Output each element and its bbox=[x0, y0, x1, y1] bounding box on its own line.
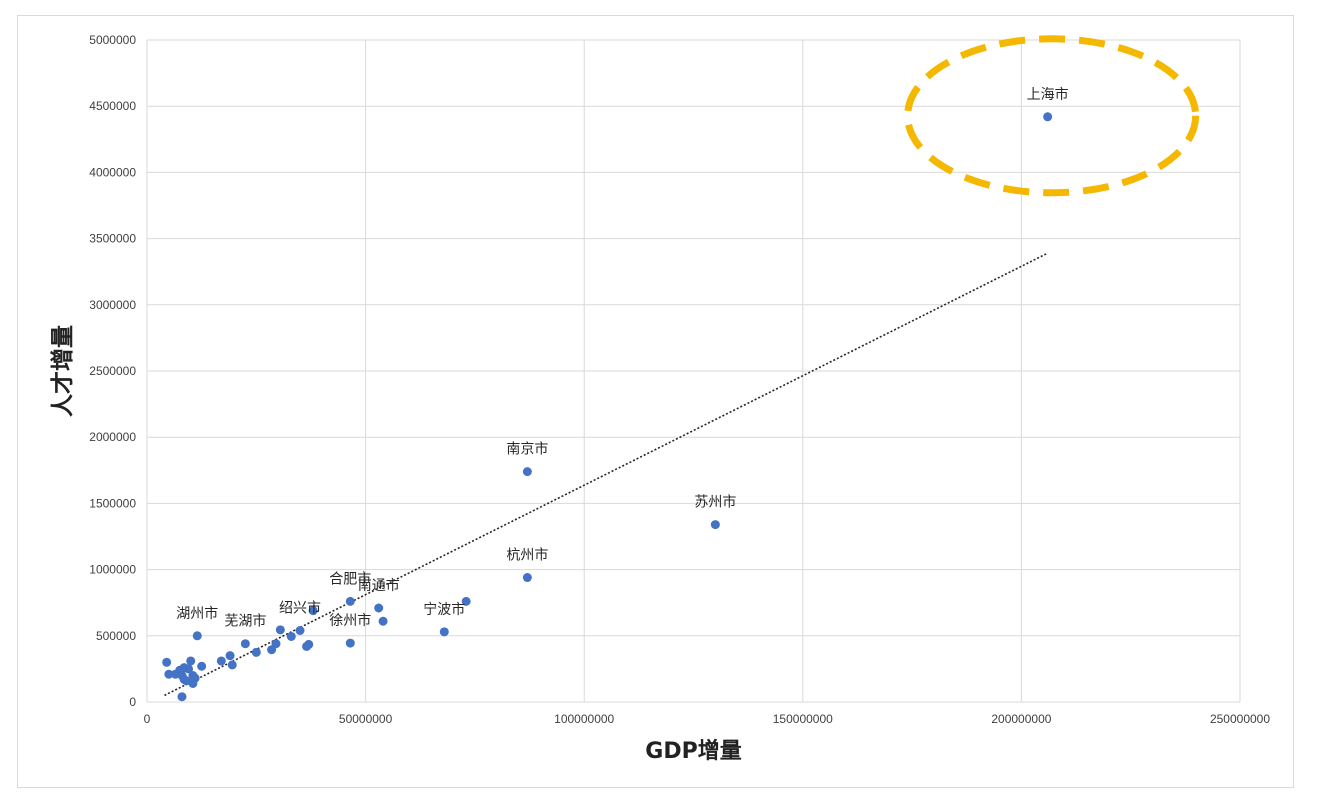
point-label: 合肥市 bbox=[329, 570, 371, 587]
point-label: 上海市 bbox=[1027, 86, 1069, 103]
y-tick-label: 1500000 bbox=[89, 496, 136, 510]
data-point bbox=[286, 631, 296, 641]
point-label: 徐州市 bbox=[329, 612, 371, 629]
x-tick-label: 100000000 bbox=[554, 712, 614, 726]
y-tick-label: 0 bbox=[129, 695, 136, 709]
point-label: 杭州市 bbox=[506, 547, 548, 564]
data-point bbox=[378, 616, 388, 626]
data-point bbox=[295, 626, 305, 636]
x-tick-label: 200000000 bbox=[991, 712, 1051, 726]
point-label: 湖州市 bbox=[176, 605, 218, 622]
data-point bbox=[179, 674, 189, 684]
y-tick-label: 3000000 bbox=[89, 298, 136, 312]
highlight-ellipse bbox=[904, 35, 1200, 197]
data-point bbox=[1043, 112, 1053, 122]
data-point bbox=[227, 660, 237, 670]
y-tick-label: 4500000 bbox=[89, 99, 136, 113]
data-point bbox=[251, 647, 261, 657]
point-label: 南通市 bbox=[358, 577, 400, 594]
data-point bbox=[162, 657, 172, 667]
data-point bbox=[461, 596, 471, 606]
x-tick-label: 0 bbox=[144, 712, 151, 726]
data-point bbox=[267, 645, 277, 655]
data-point bbox=[186, 656, 196, 666]
y-tick-label: 4000000 bbox=[89, 165, 136, 179]
data-point bbox=[192, 631, 202, 641]
data-point bbox=[275, 625, 285, 635]
x-axis-title: GDP增量 bbox=[645, 738, 741, 764]
data-point bbox=[345, 638, 355, 648]
data-point bbox=[177, 692, 187, 702]
y-axis-title: 人才增量 bbox=[49, 325, 76, 417]
y-tick-label: 500000 bbox=[96, 629, 136, 643]
data-point bbox=[308, 606, 318, 616]
y-tick-label: 1000000 bbox=[89, 563, 136, 577]
data-point bbox=[240, 639, 250, 649]
point-label: 宁波市 bbox=[423, 601, 465, 618]
data-point bbox=[439, 627, 449, 637]
x-tick-label: 250000000 bbox=[1210, 712, 1270, 726]
y-tick-label: 3500000 bbox=[89, 232, 136, 246]
data-point bbox=[522, 573, 532, 583]
data-point bbox=[197, 661, 207, 671]
data-point bbox=[302, 641, 312, 651]
data-point bbox=[216, 656, 226, 666]
data-point bbox=[522, 467, 532, 477]
y-tick-label: 5000000 bbox=[89, 33, 136, 47]
x-tick-label: 150000000 bbox=[773, 712, 833, 726]
data-point bbox=[170, 669, 180, 679]
point-label: 苏州市 bbox=[694, 494, 736, 511]
data-point bbox=[164, 669, 174, 679]
point-label: 南京市 bbox=[506, 441, 548, 458]
point-label: 绍兴市 bbox=[279, 600, 321, 617]
y-tick-label: 2500000 bbox=[89, 364, 136, 378]
data-point bbox=[374, 603, 384, 613]
data-point bbox=[225, 651, 235, 661]
data-point bbox=[345, 596, 355, 606]
data-point bbox=[710, 520, 720, 530]
y-tick-label: 2000000 bbox=[89, 430, 136, 444]
point-label: 芜湖市 bbox=[224, 613, 266, 630]
x-tick-label: 50000000 bbox=[339, 712, 393, 726]
trendline bbox=[164, 252, 1048, 697]
